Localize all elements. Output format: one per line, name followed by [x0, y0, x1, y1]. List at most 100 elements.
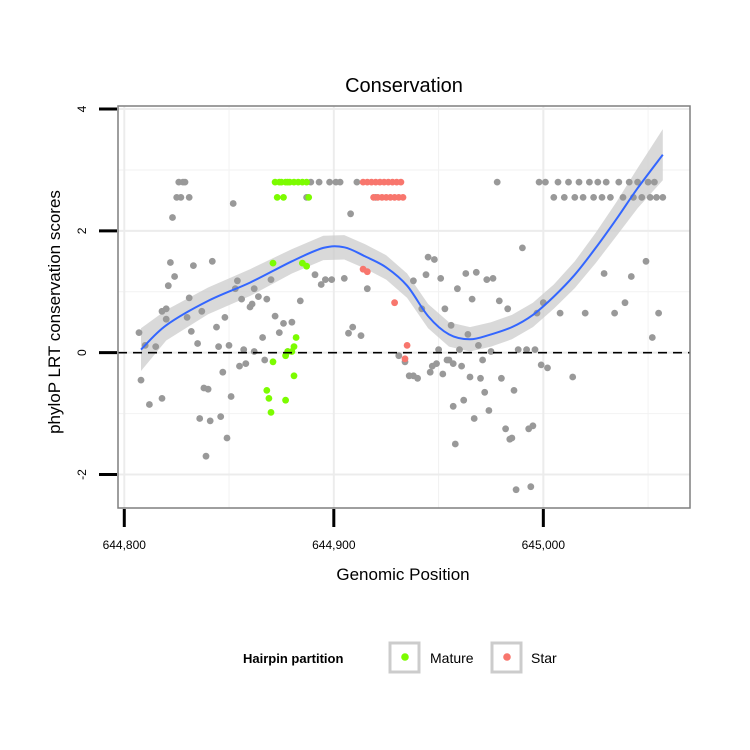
point-other — [475, 342, 482, 349]
point-other — [261, 356, 269, 364]
point-other — [458, 362, 465, 370]
point-other — [227, 393, 235, 400]
point-other — [493, 178, 501, 186]
x-tick-label: 645,000 — [522, 538, 566, 552]
point-other — [466, 373, 474, 381]
point-other — [519, 244, 526, 252]
point-mature — [273, 194, 281, 201]
point-mature — [303, 178, 310, 186]
x-tick-label: 644,900 — [312, 538, 356, 552]
point-other — [240, 346, 248, 353]
point-other — [414, 374, 421, 382]
point-other — [542, 178, 549, 186]
point-other — [275, 329, 283, 336]
point-other — [456, 346, 463, 353]
point-other — [489, 275, 497, 282]
point-other — [477, 374, 484, 382]
point-other — [158, 395, 166, 402]
point-other — [655, 309, 662, 317]
point-other — [208, 257, 216, 265]
point-other — [638, 194, 646, 201]
point-other — [202, 452, 210, 460]
point-other — [238, 295, 246, 303]
point-other — [167, 259, 174, 266]
point-other — [619, 194, 627, 201]
point-other — [437, 275, 445, 282]
point-other — [248, 300, 256, 308]
point-other — [556, 309, 564, 317]
legend: Hairpin partition Mature Star — [243, 641, 557, 674]
point-star — [391, 299, 398, 307]
point-other — [586, 178, 593, 186]
point-other — [353, 178, 361, 186]
point-other — [579, 194, 587, 201]
point-other — [164, 282, 172, 290]
point-other — [363, 285, 371, 293]
point-other — [223, 434, 231, 442]
point-other — [340, 275, 348, 282]
point-other — [653, 194, 660, 201]
point-other — [502, 425, 509, 433]
points-layer — [135, 178, 667, 494]
point-other — [510, 387, 518, 394]
point-other — [410, 277, 417, 285]
point-other — [560, 194, 568, 201]
point-other — [512, 486, 520, 494]
legend-label-star: Star — [531, 650, 557, 666]
point-other — [433, 360, 440, 367]
point-other — [569, 373, 577, 381]
point-other — [625, 178, 633, 186]
point-other — [426, 368, 434, 376]
legend-title: Hairpin partition — [243, 651, 343, 666]
point-other — [234, 277, 241, 285]
point-other — [451, 440, 459, 448]
point-other — [204, 385, 212, 393]
smooth-confidence-band — [141, 129, 663, 371]
point-other — [271, 312, 279, 320]
point-other — [250, 285, 258, 293]
y-tick-label: 2 — [75, 227, 89, 234]
point-other — [177, 194, 185, 201]
point-mature — [292, 334, 300, 341]
point-mature — [282, 396, 289, 404]
point-other — [206, 417, 214, 425]
point-other — [468, 295, 476, 303]
legend-key-mature — [388, 641, 421, 674]
point-other — [479, 356, 486, 364]
point-other — [187, 328, 195, 335]
point-other — [169, 214, 176, 221]
point-other — [135, 329, 143, 336]
point-other — [336, 178, 344, 186]
point-other — [322, 276, 329, 283]
point-other — [648, 334, 656, 341]
point-other — [554, 178, 562, 186]
point-other — [215, 343, 223, 350]
point-other — [198, 307, 206, 315]
point-other — [395, 352, 403, 360]
point-other — [642, 257, 650, 265]
point-other — [659, 194, 667, 201]
point-other — [447, 321, 455, 329]
point-other — [185, 194, 193, 201]
point-other — [280, 320, 287, 327]
point-other — [242, 360, 250, 367]
point-other — [347, 210, 354, 218]
point-other — [219, 368, 227, 376]
chart-title: Conservation — [345, 75, 463, 97]
point-other — [422, 271, 430, 279]
point-other — [349, 323, 357, 331]
point-mature — [265, 395, 273, 402]
point-star — [397, 178, 405, 186]
axes: -2 0 2 4 644,800 644,900 645,000 — [75, 105, 565, 552]
point-other — [190, 262, 197, 269]
point-other — [454, 285, 461, 293]
point-other — [462, 270, 470, 277]
point-star — [363, 268, 371, 276]
point-other — [602, 178, 610, 186]
point-other — [449, 360, 457, 367]
point-other — [621, 299, 629, 307]
point-other — [575, 178, 583, 186]
point-other — [267, 276, 275, 283]
point-other — [288, 318, 296, 326]
